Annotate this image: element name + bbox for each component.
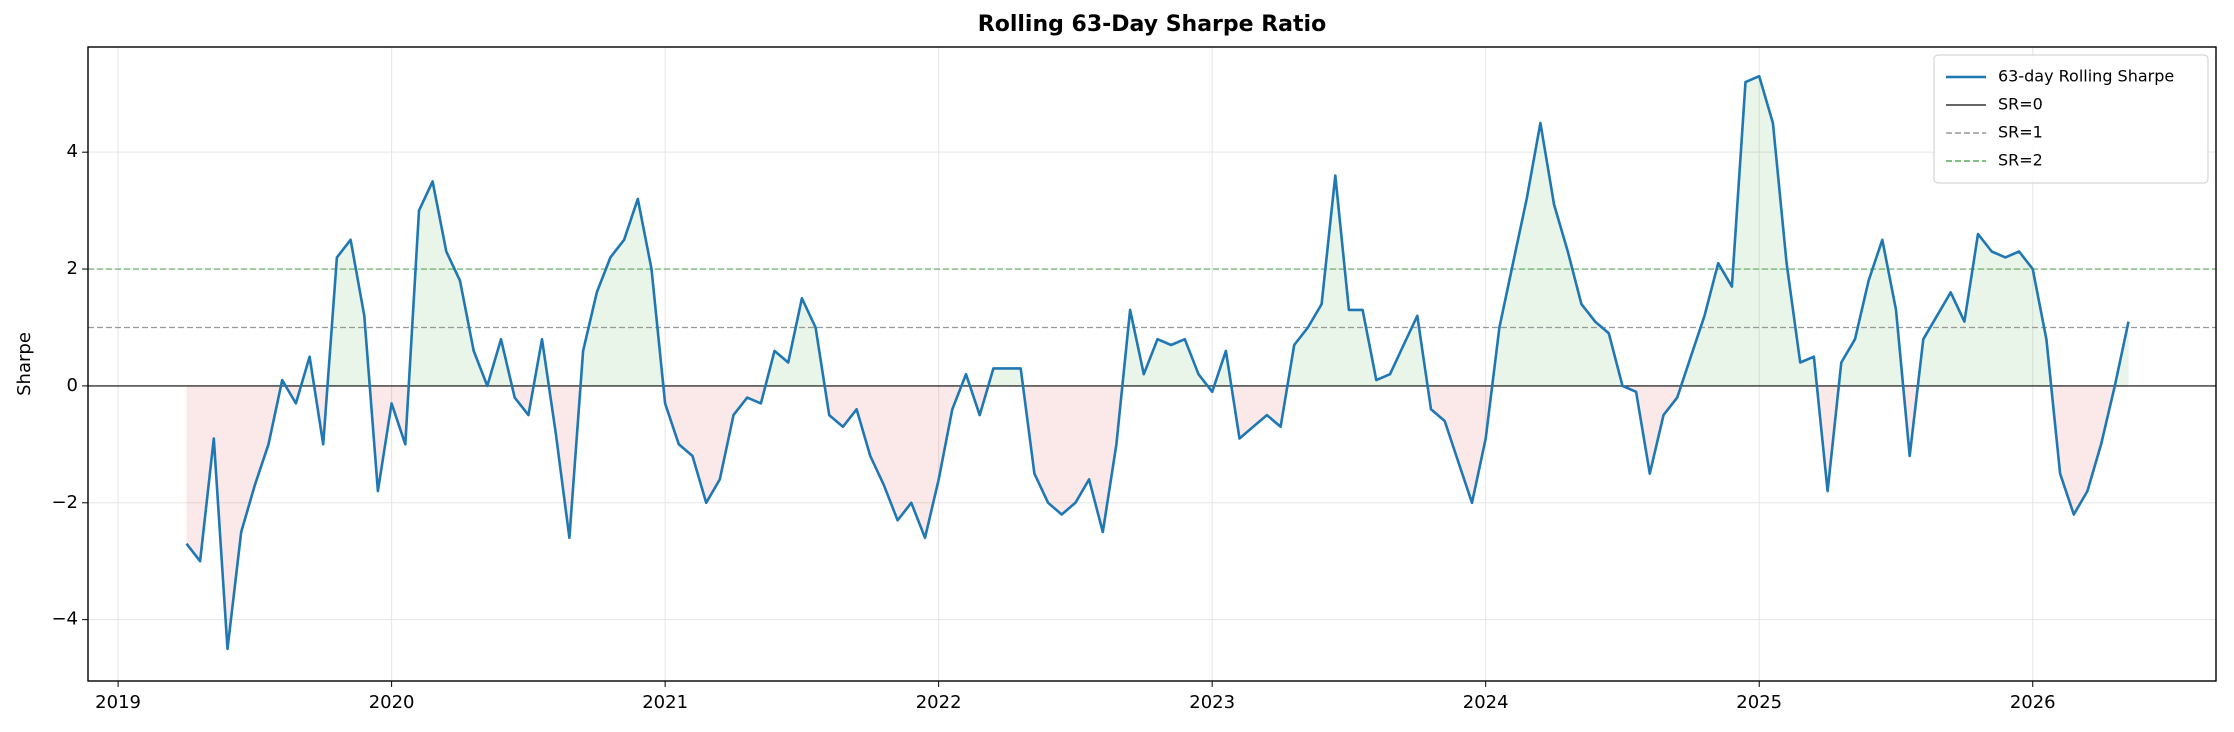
y-tick-label: 2 [67, 258, 78, 279]
area-positive [186, 76, 2129, 386]
x-tick-label: 2025 [1736, 692, 1782, 713]
y-tick-label: −2 [51, 492, 78, 513]
x-tick-label: 2023 [1189, 692, 1235, 713]
x-tick-label: 2026 [2010, 692, 2056, 713]
line [185, 74, 2130, 651]
legend-label: 63-day Rolling Sharpe [1998, 67, 2174, 86]
x-tick-label: 2020 [369, 692, 415, 713]
legend-label: SR=0 [1998, 95, 2043, 114]
legend-label: SR=1 [1998, 123, 2043, 142]
x-tick-label: 2021 [642, 692, 688, 713]
x-tick-label: 2019 [95, 692, 141, 713]
chart-title: Rolling 63-Day Sharpe Ratio [978, 12, 1326, 37]
plot-frame [87, 46, 2217, 682]
x-tick-label: 2024 [1463, 692, 1509, 713]
legend-label: SR=2 [1998, 151, 2043, 170]
area-negative [186, 385, 2115, 649]
x-tick-label: 2022 [916, 692, 962, 713]
y-tick-label: −4 [51, 609, 78, 630]
legend-box [1933, 54, 2209, 184]
y-tick-label: 4 [67, 141, 78, 162]
y-axis-label: Sharpe [14, 332, 35, 396]
y-tick-label: 0 [67, 375, 78, 396]
